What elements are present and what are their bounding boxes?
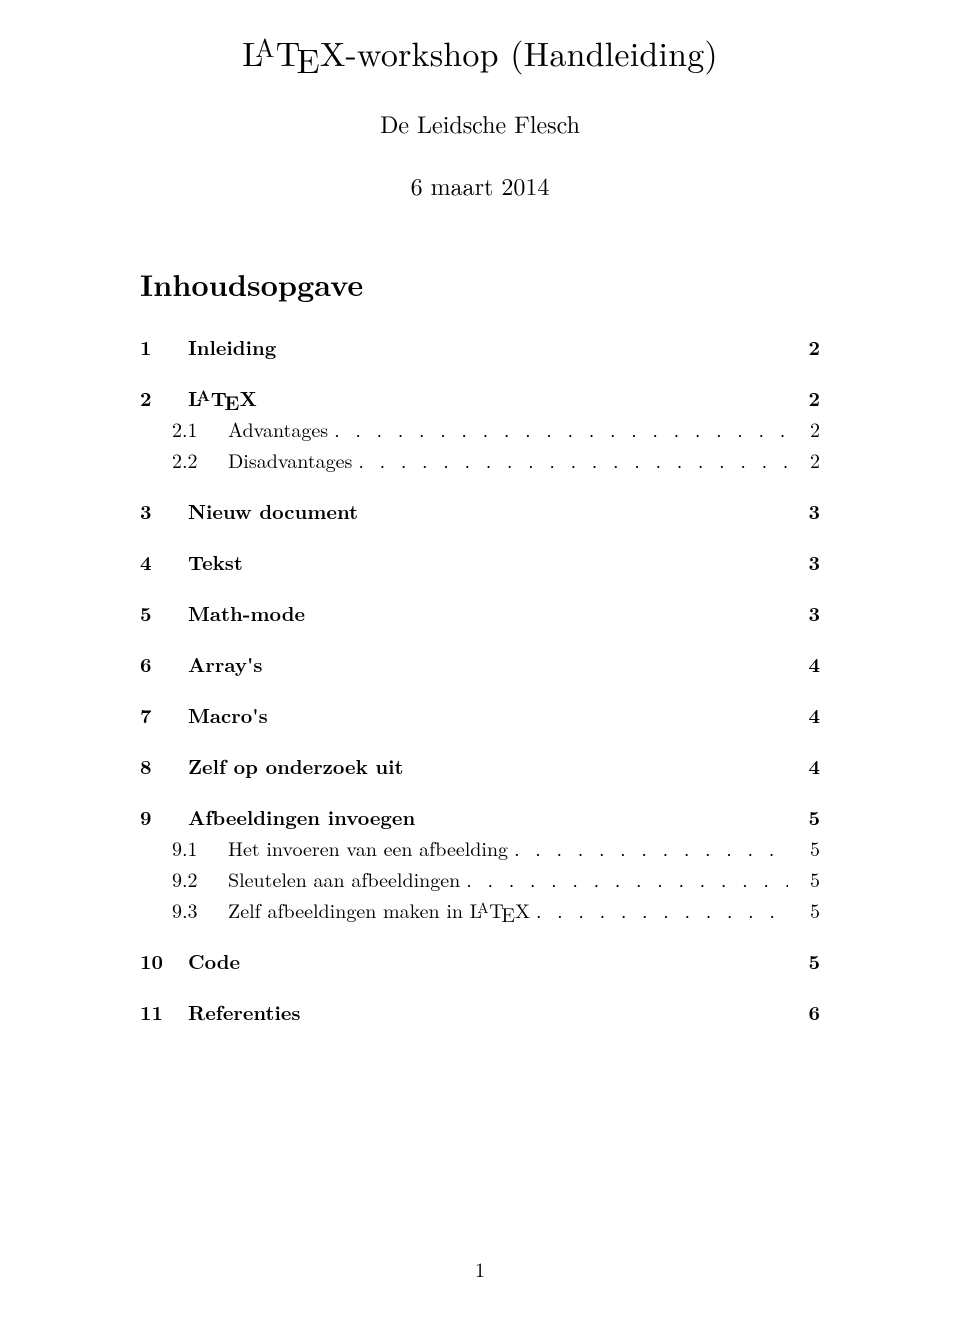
toc-entry-page: 5 (788, 801, 820, 832)
toc-section-entry: 4Tekst 3 (140, 546, 820, 577)
toc-entry-number: 8 (140, 750, 188, 781)
toc-entry-title: Nieuw document (188, 495, 364, 526)
toc-entry-title: Zelf op onderzoek uit (188, 750, 409, 781)
toc-section-entry: 2LATEX2 (140, 382, 820, 413)
toc-entry-title: Zelf afbeeldingen maken in LATEX (228, 894, 536, 925)
toc-subsection-entry: 2.2Disadvantages 2 (140, 444, 820, 475)
toc-entry-page: 4 (788, 750, 820, 781)
toc-section-entry: 10Code 5 (140, 945, 820, 976)
toc-leader-dots (358, 444, 788, 475)
latex-logo: LATEX (242, 28, 345, 76)
toc-leader-dots (514, 832, 788, 863)
toc-entry-number: 9.3 (172, 894, 228, 925)
toc-subsection-entry: 9.3Zelf afbeeldingen maken in LATEX 5 (140, 894, 820, 925)
toc-entry-number: 11 (140, 996, 188, 1027)
toc-entry-page: 2 (788, 413, 820, 444)
toc-section-entry: 9Afbeeldingen invoegen 5 (140, 801, 820, 832)
toc-entry-title: Inleiding (188, 331, 282, 362)
toc-entry-page: 4 (788, 648, 820, 679)
toc-subsection-entry: 9.1Het invoeren van een afbeelding 5 (140, 832, 820, 863)
toc-entry-title: Referenties (188, 996, 306, 1027)
latex-x: X (320, 28, 346, 76)
toc-entry-title: Tekst (188, 546, 249, 577)
toc-entry-page: 3 (788, 495, 820, 526)
toc-entry-number: 5 (140, 597, 188, 628)
toc-entry-page: 2 (788, 331, 820, 362)
toc-entry-number: 7 (140, 699, 188, 730)
toc-leader-dots (466, 863, 788, 894)
toc-entry-number: 4 (140, 546, 188, 577)
toc-entry-page: 4 (788, 699, 820, 730)
toc-section-entry: 3Nieuw document3 (140, 495, 820, 526)
toc-entry-number: 9 (140, 801, 188, 832)
document-author: De Leidsche Flesch (140, 106, 820, 140)
toc-entry-title: Advantages (228, 413, 334, 444)
toc-entry-title: Code (188, 945, 246, 976)
toc-entry-number: 2.1 (172, 413, 228, 444)
document-page: LATEX-workshop (Handleiding) De Leidsche… (0, 0, 960, 1027)
toc-entry-title: LATEX (188, 382, 263, 413)
toc-entry-title: Afbeeldingen invoegen (188, 801, 421, 832)
toc-section-entry: 11Referenties 6 (140, 996, 820, 1027)
toc-entry-number: 6 (140, 648, 188, 679)
toc-entry-title: Macro's (188, 699, 274, 730)
table-of-contents: 1Inleiding22LATEX22.1Advantages22.2Disad… (140, 331, 820, 1027)
toc-entry-page: 5 (788, 945, 820, 976)
toc-entry-number: 2 (140, 382, 188, 413)
toc-entry-page: 5 (788, 894, 820, 925)
toc-entry-page: 2 (788, 444, 820, 475)
document-date: 6 maart 2014 (140, 168, 820, 202)
toc-entry-number: 9.1 (172, 832, 228, 863)
toc-entry-number: 1 (140, 331, 188, 362)
latex-logo: ATEX (482, 894, 530, 925)
toc-entry-page: 5 (788, 832, 820, 863)
toc-entry-number: 2.2 (172, 444, 228, 475)
toc-subsection-entry: 2.1Advantages 2 (140, 413, 820, 444)
toc-entry-page: 3 (788, 546, 820, 577)
toc-entry-page: 2 (788, 382, 820, 413)
toc-section-entry: 1Inleiding 2 (140, 331, 820, 362)
toc-heading: Inhoudsopgave (140, 262, 820, 305)
toc-entry-page: 5 (788, 863, 820, 894)
page-number: 1 (0, 1254, 960, 1283)
toc-section-entry: 6Array's 4 (140, 648, 820, 679)
latex-e: E (296, 35, 319, 83)
toc-section-entry: 7Macro's 4 (140, 699, 820, 730)
toc-leader-dots (536, 894, 788, 925)
toc-section-entry: 8Zelf op onderzoek uit 4 (140, 750, 820, 781)
toc-subsection-entry: 9.2Sleutelen aan afbeeldingen 5 (140, 863, 820, 894)
toc-entry-page: 3 (788, 597, 820, 628)
toc-entry-title: Math-mode (188, 597, 311, 628)
toc-leader-dots (334, 413, 788, 444)
toc-entry-number: 10 (140, 945, 188, 976)
toc-section-entry: 5Math-mode 3 (140, 597, 820, 628)
latex-a: A (255, 29, 274, 65)
toc-entry-title: Het invoeren van een afbeelding (228, 832, 514, 863)
toc-entry-page: 6 (788, 996, 820, 1027)
document-title: LATEX-workshop (Handleiding) (140, 28, 820, 76)
toc-entry-title: Disadvantages (228, 444, 358, 475)
toc-entry-title: Array's (188, 648, 268, 679)
latex-logo: ATEX (202, 382, 257, 413)
toc-entry-title: Sleutelen aan afbeeldingen (228, 863, 466, 894)
title-suffix: -workshop (Handleiding) (346, 28, 718, 76)
toc-entry-number: 9.2 (172, 863, 228, 894)
toc-entry-number: 3 (140, 495, 188, 526)
